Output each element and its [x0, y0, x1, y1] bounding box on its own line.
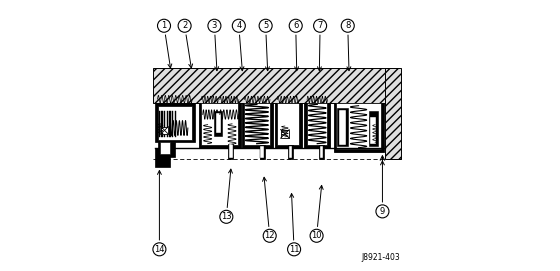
Bar [172, 111, 174, 137]
Circle shape [178, 19, 191, 32]
Bar [161, 111, 162, 137]
Bar [260, 145, 264, 159]
Bar [319, 145, 324, 159]
Bar [369, 111, 379, 146]
Circle shape [153, 243, 166, 256]
Bar [202, 103, 238, 145]
Bar [157, 142, 175, 157]
Circle shape [157, 19, 170, 32]
Bar [164, 111, 165, 137]
Bar [241, 103, 273, 148]
Bar [157, 106, 192, 140]
Bar [385, 68, 401, 159]
Circle shape [310, 229, 323, 242]
Circle shape [376, 205, 389, 218]
Text: 9: 9 [380, 207, 385, 216]
Text: 4: 4 [236, 21, 241, 30]
Circle shape [263, 229, 276, 242]
Bar [277, 103, 299, 145]
Bar [153, 68, 399, 103]
Bar [155, 103, 195, 142]
Bar [305, 103, 330, 148]
Text: J8921-403: J8921-403 [362, 253, 400, 262]
Bar [337, 103, 381, 149]
Bar [274, 103, 302, 148]
Text: 7: 7 [318, 21, 323, 30]
Bar [370, 117, 376, 144]
Bar [199, 103, 241, 148]
Text: 8: 8 [345, 21, 351, 30]
Text: 12: 12 [264, 231, 275, 240]
Bar [281, 130, 289, 138]
Bar [170, 111, 171, 137]
Text: 6: 6 [293, 21, 298, 30]
Text: 10: 10 [311, 231, 322, 240]
Bar [160, 142, 170, 154]
Bar [175, 111, 176, 137]
Circle shape [220, 210, 233, 223]
Text: 1: 1 [161, 21, 167, 30]
Text: 3: 3 [212, 21, 217, 30]
Bar [214, 111, 222, 136]
Text: 11: 11 [289, 245, 300, 254]
Bar [339, 110, 346, 145]
Circle shape [259, 19, 272, 32]
Text: 13: 13 [221, 212, 232, 221]
Bar [158, 111, 160, 137]
Bar [338, 108, 348, 146]
Bar [155, 148, 170, 167]
Bar [244, 103, 270, 145]
Bar [161, 127, 169, 134]
Circle shape [208, 19, 221, 32]
Bar [228, 144, 234, 159]
Bar [288, 145, 293, 159]
Text: 14: 14 [154, 245, 165, 254]
Bar [307, 103, 328, 145]
Bar [289, 146, 292, 158]
Circle shape [232, 19, 245, 32]
Bar [167, 111, 168, 137]
Circle shape [288, 243, 301, 256]
Bar [229, 144, 232, 158]
Bar [216, 113, 221, 133]
Circle shape [314, 19, 326, 32]
Text: 5: 5 [263, 21, 268, 30]
Bar [260, 146, 264, 158]
Text: 2: 2 [182, 21, 187, 30]
Circle shape [341, 19, 354, 32]
Circle shape [289, 19, 302, 32]
Bar [334, 103, 384, 152]
Bar [320, 146, 323, 158]
